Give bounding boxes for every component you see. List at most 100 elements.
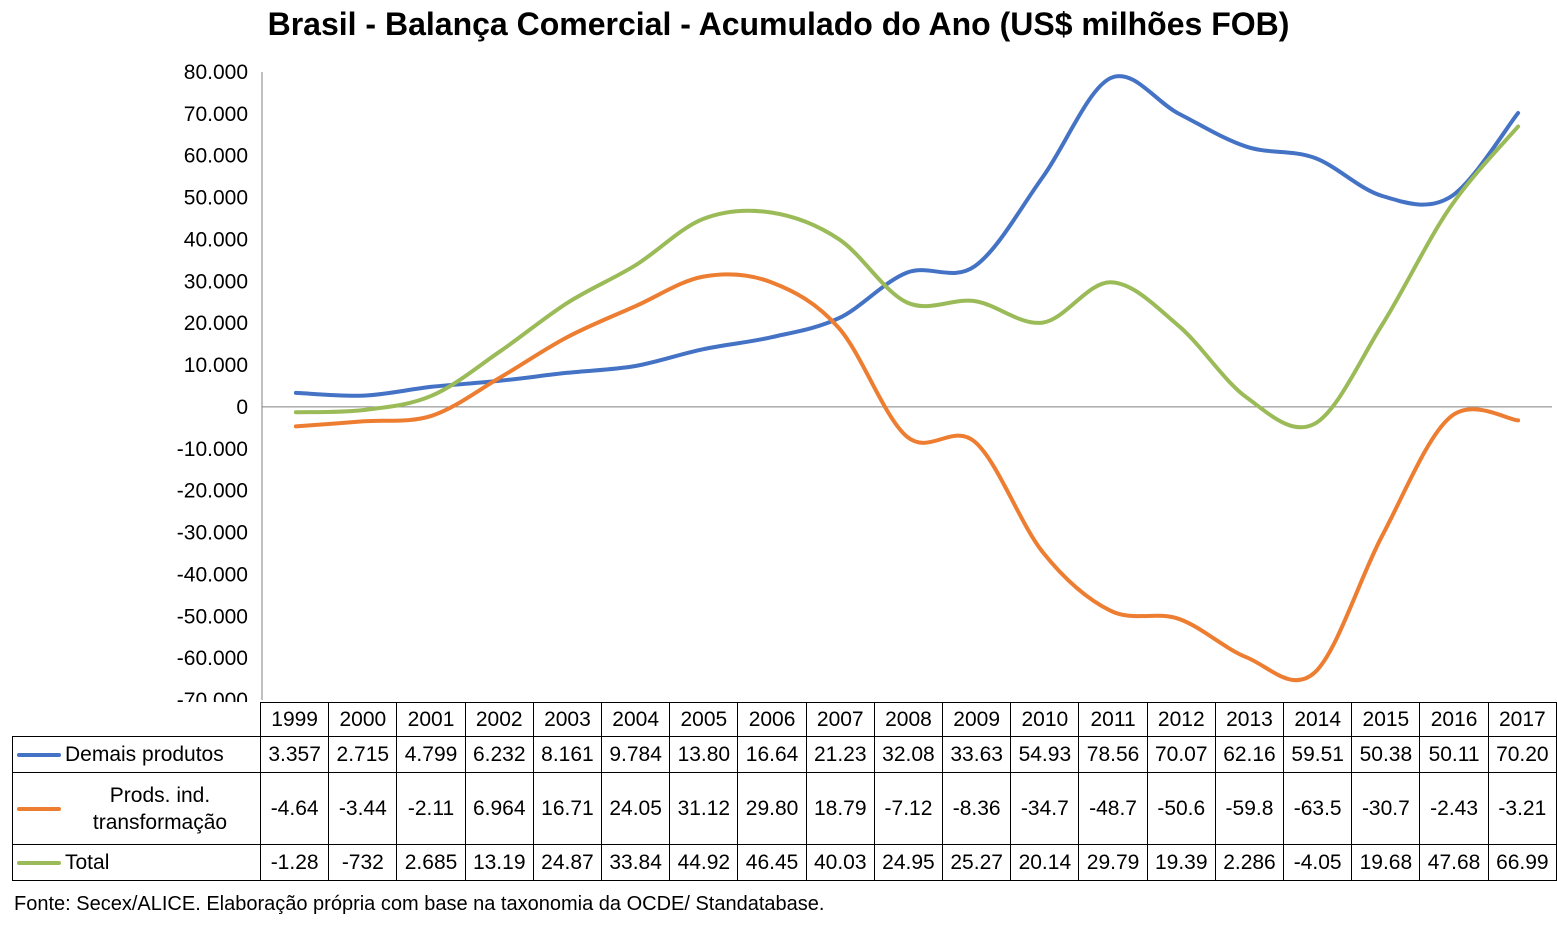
y-tick-label: 30.000 (184, 270, 248, 293)
year-header-cell: 1999 (260, 702, 330, 737)
series-line-3 (293, 124, 1521, 430)
series-line-1 (293, 74, 1521, 398)
axes (261, 72, 1552, 700)
year-header-cell: 2013 (1214, 702, 1285, 737)
chart-title: Brasil - Balança Comercial - Acumulado d… (267, 6, 1290, 42)
data-cell: 6.232 (464, 736, 534, 773)
data-cell: 62.16 (1214, 736, 1285, 773)
y-tick-label: 0 (236, 396, 248, 419)
year-header-cell: 2012 (1146, 702, 1216, 737)
year-header-cell: 2000 (328, 702, 398, 737)
legend-cell: Total (11, 844, 262, 881)
data-cell: 31.12 (669, 772, 739, 845)
data-cell: 16.71 (532, 772, 603, 845)
y-tick-label: -60.000 (177, 647, 248, 670)
data-cell: 21.23 (805, 736, 875, 773)
year-header-cell: 2010 (1010, 702, 1080, 737)
data-cell: 50.38 (1351, 736, 1421, 773)
data-cell: -8.36 (942, 772, 1012, 845)
data-cell: 33.84 (601, 844, 671, 881)
legend-label: Prods. ind. transformação (92, 783, 228, 834)
year-header-cell: 2017 (1487, 702, 1557, 737)
legend-key-swatch (17, 860, 61, 865)
legend-cell: Prods. ind. transformação (11, 772, 262, 845)
data-cell: 54.93 (1010, 736, 1080, 773)
year-header-cell: 2007 (805, 702, 875, 737)
data-cell: 3.357 (260, 736, 330, 773)
data-cell: -63.5 (1283, 772, 1353, 845)
data-cell: 13.19 (464, 844, 534, 881)
y-tick-label: 10.000 (184, 354, 248, 377)
data-cell: -3.21 (1487, 772, 1557, 845)
data-cell: 24.87 (532, 844, 603, 881)
legend-key-swatch (17, 752, 61, 757)
data-cell: 78.56 (1078, 736, 1148, 773)
source-note: Fonte: Secex/ALICE. Elaboração própria c… (14, 893, 825, 915)
data-cell: -4.64 (260, 772, 330, 845)
legend-cell: Demais produtos (11, 736, 262, 773)
year-header-cell: 2008 (873, 702, 944, 737)
data-cell: 24.05 (601, 772, 671, 845)
data-cell: 24.95 (873, 844, 944, 881)
year-header-cell: 2001 (396, 702, 466, 737)
y-tick-label: 40.000 (184, 228, 248, 251)
data-cell: 13.80 (669, 736, 739, 773)
data-cell: -2.43 (1419, 772, 1489, 845)
data-cell: -48.7 (1078, 772, 1148, 845)
data-cell: 19.39 (1146, 844, 1216, 881)
y-tick-label: 50.000 (184, 187, 248, 210)
data-cell: 2.715 (328, 736, 398, 773)
y-tick-label: -20.000 (177, 480, 248, 503)
data-cell: 20.14 (1010, 844, 1080, 881)
data-cell: 19.68 (1351, 844, 1421, 881)
y-tick-label: -10.000 (177, 438, 248, 461)
year-header-cell: 2016 (1419, 702, 1489, 737)
data-cell: 6.964 (464, 772, 534, 845)
data-cell: 29.79 (1078, 844, 1148, 881)
data-cell: -732 (328, 844, 398, 881)
data-cell: 40.03 (805, 844, 875, 881)
chart-plot-area: 80.000 70.000 60.000 50.000 40.000 30.000 20.0… (177, 61, 1552, 702)
series-lines (293, 74, 1521, 683)
data-cell: 9.784 (601, 736, 671, 773)
y-tick-label: -50.000 (177, 605, 248, 628)
y-tick-label: 80.000 (184, 61, 248, 84)
data-cell: 47.68 (1419, 844, 1489, 881)
year-header-cell: 2005 (669, 702, 739, 737)
y-tick-label: 60.000 (184, 145, 248, 168)
year-header-row: 1999 2000 2001 2002 2003 2004 2005 2006 2007 2008… (13, 702, 1557, 737)
y-tick-label: 70.000 (184, 103, 248, 126)
data-cell: 50.11 (1419, 736, 1489, 773)
legend-label: Total (65, 850, 110, 874)
data-cell: 8.161 (532, 736, 603, 773)
data-cell: -7.12 (873, 772, 944, 845)
data-cell: 32.08 (873, 736, 944, 773)
year-header-cell: 2011 (1078, 702, 1148, 737)
data-cell: 25.27 (942, 844, 1012, 881)
data-cell: -2.11 (396, 772, 466, 845)
y-tick-label: -40.000 (177, 563, 248, 586)
data-cell: 59.51 (1283, 736, 1353, 773)
year-header-cell: 2003 (532, 702, 603, 737)
data-cell: 4.799 (396, 736, 466, 773)
series-row: Total -1.28 -732 2.685 13.19 24.87 33.84 44.92 4… (11, 844, 1557, 881)
data-cell: -1.28 (260, 844, 330, 881)
data-cell: 2.685 (396, 844, 466, 881)
data-cell: 16.64 (737, 736, 807, 773)
data-cell: 70.07 (1146, 736, 1216, 773)
y-tick-label: -70.000 (177, 689, 248, 702)
data-cell: -3.44 (328, 772, 398, 845)
series-row: Prods. ind. transformação -4.64 -3.44 -2.11… (11, 772, 1557, 845)
data-cell: -4.05 (1283, 844, 1353, 881)
data-cell: 33.63 (942, 736, 1012, 773)
data-cell: -30.7 (1351, 772, 1421, 845)
data-cell: 2.286 (1214, 844, 1285, 881)
year-header-cell: 2009 (942, 702, 1012, 737)
data-cell: -50.6 (1146, 772, 1216, 845)
data-cell: 70.20 (1487, 736, 1557, 773)
year-header-cell: 2002 (464, 702, 534, 737)
data-cell: 29.80 (737, 772, 807, 845)
y-tick-label: -30.000 (177, 522, 248, 545)
data-cell: 44.92 (669, 844, 739, 881)
year-header-cell: 2006 (737, 702, 807, 737)
